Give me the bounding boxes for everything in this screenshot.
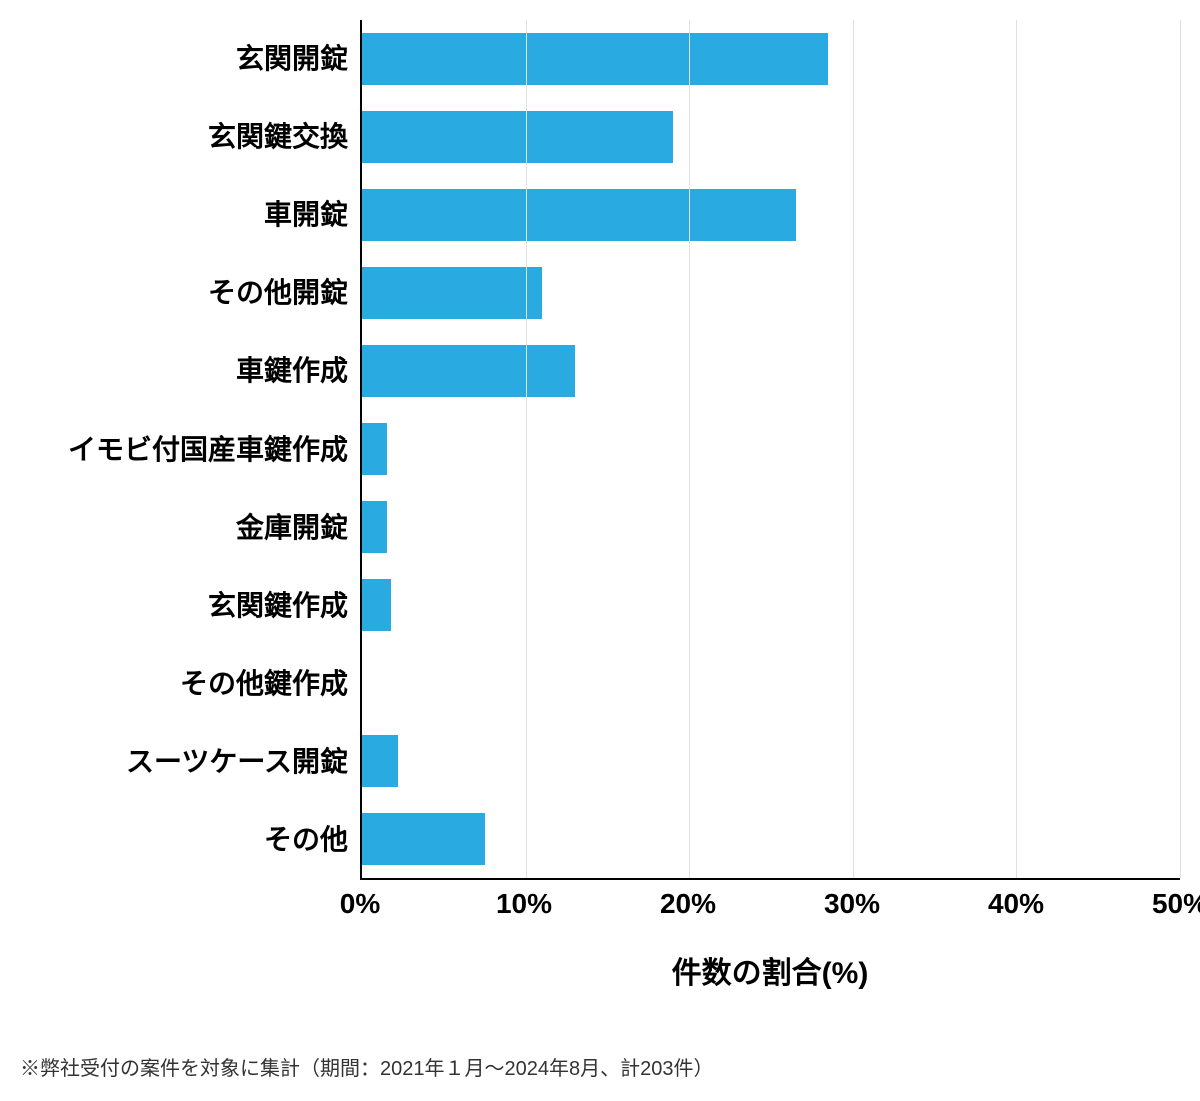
bar-row (362, 657, 1180, 709)
gridline (526, 20, 527, 878)
bar-row (362, 813, 1180, 865)
bar-row (362, 579, 1180, 631)
x-tick-label: 10% (496, 888, 552, 920)
gridline (689, 20, 690, 878)
bar (362, 735, 398, 787)
y-axis-label: スーツケース開錠 (20, 747, 348, 778)
footnote: ※弊社受付の案件を対象に集計（期間：2021年１月～2024年8月、計203件） (20, 1052, 1180, 1081)
y-axis-label: 玄関鍵作成 (20, 591, 348, 622)
x-tick-label: 20% (660, 888, 716, 920)
bar (362, 423, 387, 475)
bars-layer (362, 20, 1180, 878)
x-axis-title: 件数の割合(%) (360, 948, 1180, 992)
x-tick-label: 40% (988, 888, 1044, 920)
y-axis-label: 車開錠 (20, 200, 348, 231)
bar (362, 345, 575, 397)
y-axis-label: その他開錠 (20, 278, 348, 309)
plot-area (360, 20, 1180, 880)
bar-row (362, 423, 1180, 475)
bar (362, 501, 387, 553)
gridline (1180, 20, 1181, 878)
y-axis-label: 車鍵作成 (20, 356, 348, 387)
bar (362, 267, 542, 319)
chart-container: 玄関開錠玄関鍵交換車開錠その他開錠車鍵作成イモビ付国産車鍵作成金庫開錠玄関鍵作成… (20, 20, 1180, 1081)
y-axis-label: 金庫開錠 (20, 513, 348, 544)
bar (362, 33, 828, 85)
x-tick-label: 50% (1152, 888, 1200, 920)
bar-row (362, 111, 1180, 163)
x-tick-label: 0% (340, 888, 380, 920)
bar-row (362, 735, 1180, 787)
plot: 玄関開錠玄関鍵交換車開錠その他開錠車鍵作成イモビ付国産車鍵作成金庫開錠玄関鍵作成… (20, 20, 1180, 880)
y-axis-labels: 玄関開錠玄関鍵交換車開錠その他開錠車鍵作成イモビ付国産車鍵作成金庫開錠玄関鍵作成… (20, 20, 360, 880)
bar-row (362, 267, 1180, 319)
bar-row (362, 345, 1180, 397)
x-tick-label: 30% (824, 888, 880, 920)
y-axis-label: その他鍵作成 (20, 669, 348, 700)
gridline (1016, 20, 1017, 878)
bar-row (362, 33, 1180, 85)
bar (362, 111, 673, 163)
gridline (853, 20, 854, 878)
y-axis-label: 玄関鍵交換 (20, 122, 348, 153)
bar (362, 813, 485, 865)
x-axis: 0%10%20%30%40%50% (360, 880, 1180, 930)
bar (362, 579, 391, 631)
bar-row (362, 189, 1180, 241)
bar-row (362, 501, 1180, 553)
y-axis-label: 玄関開錠 (20, 44, 348, 75)
y-axis-label: イモビ付国産車鍵作成 (20, 435, 348, 466)
y-axis-label: その他 (20, 825, 348, 856)
bar (362, 189, 796, 241)
